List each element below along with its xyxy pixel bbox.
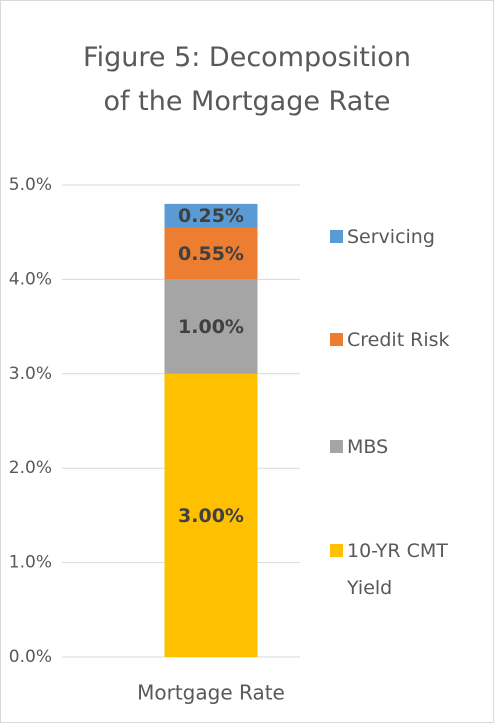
- legend-label: Credit Risk: [347, 329, 450, 351]
- y-tick-label: 0.0%: [9, 647, 52, 667]
- legend-label: MBS: [347, 436, 389, 458]
- bar-segment: [164, 373, 258, 657]
- y-tick-label: 3.0%: [9, 364, 52, 384]
- legend-swatch: [330, 230, 343, 243]
- bar-segment: [164, 227, 258, 280]
- y-tick-label: 2.0%: [9, 458, 52, 478]
- legend-label: 10-YR CMT Yield: [347, 540, 448, 599]
- legend-swatch: [330, 544, 343, 557]
- bar-segment: [164, 279, 258, 374]
- y-tick-label: 1.0%: [9, 553, 52, 573]
- y-tick-label: 4.0%: [9, 269, 52, 289]
- x-tick-label: Mortgage Rate: [137, 681, 285, 705]
- data-label: 0.55%: [178, 243, 244, 265]
- legend-swatch: [330, 333, 343, 346]
- legend-label: Servicing: [347, 226, 435, 248]
- data-label: 3.00%: [178, 505, 244, 527]
- chart-title: Figure 5: Decomposition of the Mortgage …: [83, 42, 411, 117]
- legend-swatch: [330, 440, 343, 453]
- data-label: 1.00%: [178, 316, 244, 338]
- data-label: 0.25%: [178, 205, 244, 227]
- bar-segment: [164, 203, 258, 228]
- y-tick-label: 5.0%: [9, 175, 52, 195]
